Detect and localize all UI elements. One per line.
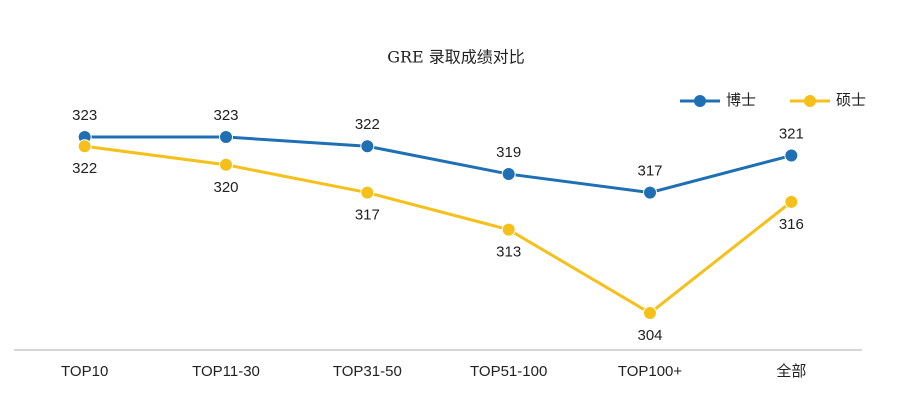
data-point <box>784 148 799 163</box>
data-label: 322 <box>355 116 380 133</box>
data-label: 304 <box>637 327 662 344</box>
series-line <box>84 144 793 315</box>
legend-label: 硕士 <box>836 92 866 109</box>
x-tick-label: TOP11-30 <box>192 363 260 380</box>
x-tick-label: 全部 <box>776 362 806 380</box>
data-point <box>219 130 233 144</box>
data-label: 322 <box>72 160 97 177</box>
data-point <box>77 139 92 154</box>
data-label: 319 <box>496 144 521 161</box>
data-label: 316 <box>779 216 804 233</box>
data-point <box>501 222 516 237</box>
data-label: 317 <box>355 207 380 224</box>
x-tick-label: TOP51-100 <box>470 363 547 380</box>
data-point <box>643 306 657 320</box>
data-label: 317 <box>637 163 662 180</box>
data-label: 323 <box>72 107 97 124</box>
data-point <box>360 139 375 154</box>
legend-marker <box>694 95 706 107</box>
x-tick-label: TOP10 <box>61 363 108 380</box>
chart-title: GRE 录取成绩对比 <box>387 48 525 67</box>
data-point <box>643 185 657 200</box>
x-tick-label: TOP100+ <box>618 363 683 380</box>
legend-label: 博士 <box>726 92 756 109</box>
data-label: 320 <box>213 179 238 196</box>
data-point <box>360 185 375 200</box>
series-line <box>84 135 792 195</box>
data-point <box>784 194 799 209</box>
data-point <box>501 167 516 182</box>
data-label: 323 <box>213 107 238 124</box>
data-label: 321 <box>779 125 804 142</box>
data-label: 313 <box>496 244 521 261</box>
x-tick-label: TOP31-50 <box>333 363 402 380</box>
data-point <box>219 157 233 172</box>
legend-marker <box>804 95 816 107</box>
